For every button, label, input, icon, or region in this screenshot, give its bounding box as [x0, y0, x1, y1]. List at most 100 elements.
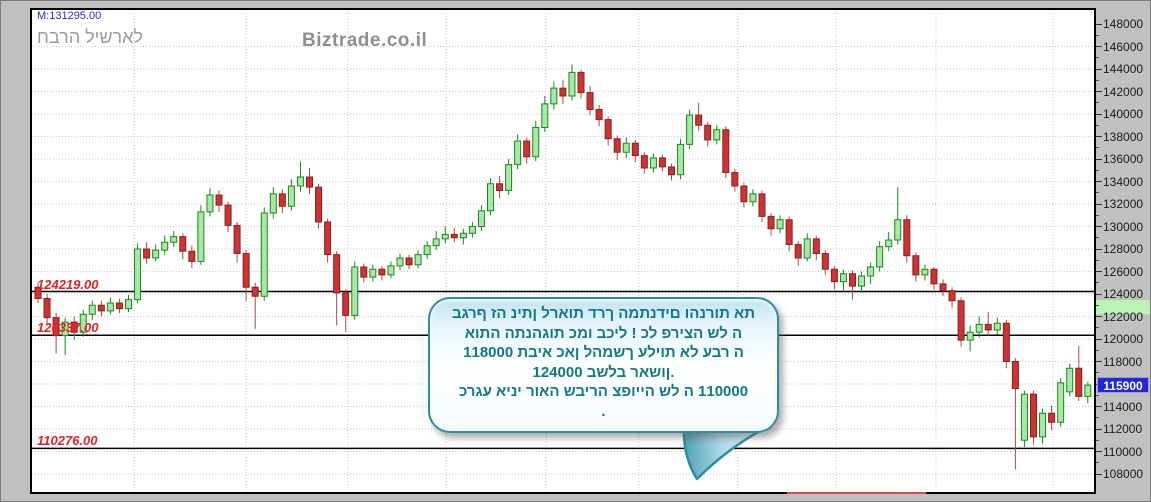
candle — [79, 313, 87, 333]
candle — [441, 233, 449, 240]
axis-tick-label: 120000 — [1103, 332, 1144, 346]
candle — [423, 245, 431, 256]
candle — [1048, 412, 1056, 423]
candle — [812, 238, 820, 254]
axis-tick-label: 128000 — [1103, 242, 1144, 256]
axis-minor-tick — [1096, 79, 1099, 81]
axis-minor-tick — [1096, 327, 1099, 329]
axis-major-tick — [1096, 91, 1102, 92]
candle — [251, 286, 259, 297]
axis-minor-tick — [1096, 462, 1099, 464]
candle — [61, 321, 69, 337]
axis-major-tick — [1096, 113, 1102, 115]
candle — [405, 257, 413, 266]
candle — [622, 142, 630, 153]
symbol-name-text: חברה לישראל — [37, 27, 143, 47]
candle — [722, 129, 730, 173]
candle — [1011, 361, 1019, 389]
candle — [1084, 384, 1092, 397]
candle — [333, 254, 341, 294]
candle — [984, 323, 992, 331]
candle — [360, 266, 368, 278]
axis-tick-label: 134000 — [1103, 174, 1144, 189]
candle — [487, 183, 494, 212]
candle — [803, 238, 811, 259]
candle — [541, 103, 549, 128]
candle — [640, 155, 648, 169]
axis-minor-tick — [1096, 394, 1099, 396]
candle — [1066, 367, 1074, 393]
indicator-value-label: M:131295.00 — [37, 10, 102, 22]
bubble-text-line: כרגע איני רואה שבירה צפוייה של ה 110000 — [458, 383, 749, 400]
resistance-level-label: 124219.00 — [37, 276, 99, 292]
candle — [731, 172, 739, 187]
watermark-site: Biztrade.co.il — [302, 30, 428, 51]
candle — [966, 331, 974, 341]
candle — [559, 87, 567, 97]
axis-tick-label: 114000 — [1103, 399, 1143, 414]
axis-minor-tick — [1096, 124, 1099, 126]
candle — [577, 71, 585, 94]
bubble-text-line: 118000 תביא כאן להמשך עליות אל עבר ה — [463, 344, 744, 361]
candle — [830, 268, 838, 283]
axis-major-tick — [1096, 158, 1102, 160]
axis-tick-label: 124000 — [1103, 287, 1144, 301]
candle — [260, 212, 268, 297]
candle — [387, 265, 395, 276]
candle — [821, 253, 829, 270]
bubble-text-line: . — [601, 402, 606, 420]
candle — [432, 238, 440, 247]
candle — [894, 219, 902, 241]
axis-tick-label: 112000 — [1103, 422, 1143, 436]
support-level-label: 120337.00 — [37, 320, 99, 336]
axis-tick-label: 140000 — [1103, 107, 1144, 121]
annotation-speech-bubble: בגרף זה ניתן לראות דרך המתנדים והנרות את… — [428, 297, 779, 433]
axis-minor-tick — [1096, 192, 1099, 194]
candle — [97, 304, 105, 312]
axis-tick-label: 136000 — [1103, 152, 1144, 166]
candle — [957, 300, 965, 341]
axis-major-tick — [1096, 271, 1102, 272]
axis-tick-label: 122000 — [1103, 309, 1144, 324]
candle — [713, 129, 721, 141]
candle — [188, 250, 196, 262]
candle — [758, 193, 766, 217]
candle — [749, 193, 757, 203]
candle — [1020, 393, 1028, 441]
candle — [459, 232, 467, 239]
candle — [161, 241, 169, 251]
candle — [948, 290, 956, 302]
support-level-label-low: 110276.00 — [37, 433, 98, 449]
axis-major-tick — [1096, 203, 1102, 205]
candle — [532, 127, 540, 158]
axis-major-tick — [1096, 451, 1102, 452]
candle — [785, 219, 793, 245]
candle — [306, 176, 313, 188]
candle — [197, 211, 205, 262]
candle — [179, 236, 187, 252]
candle — [115, 302, 123, 310]
candle — [767, 215, 775, 230]
axis-major-tick — [1096, 473, 1102, 475]
candle — [242, 253, 250, 288]
candle — [414, 254, 422, 266]
candle — [794, 244, 802, 259]
candle — [839, 273, 847, 283]
candle — [1030, 393, 1037, 438]
candle — [505, 164, 513, 191]
candle — [143, 248, 151, 259]
candle — [206, 194, 214, 213]
axis-tick-label: 110000 — [1103, 444, 1143, 459]
candle — [1039, 412, 1047, 438]
candle — [604, 119, 612, 140]
candle — [34, 286, 42, 299]
candle — [595, 109, 603, 121]
axis-tick-label: 144000 — [1103, 62, 1144, 76]
candle — [849, 273, 856, 287]
candle — [52, 317, 60, 337]
axis-highlight-zone — [1096, 300, 1150, 315]
candle — [631, 142, 639, 157]
candle — [477, 210, 485, 227]
candle — [324, 221, 332, 256]
axis-tick-label: 148000 — [1103, 17, 1144, 31]
